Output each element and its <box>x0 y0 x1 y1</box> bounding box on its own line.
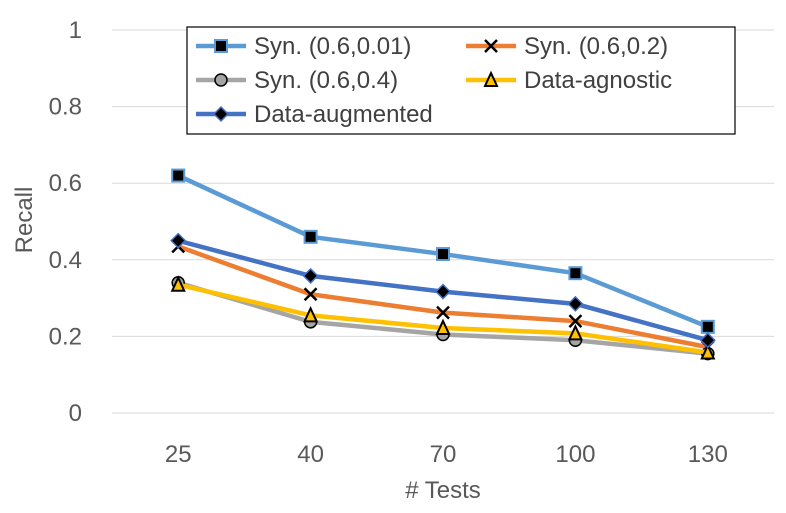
data-point <box>170 232 187 249</box>
x-axis-ticks: 25 40 70 100 130 <box>165 441 728 468</box>
data-point <box>303 305 319 323</box>
x-tick-label: 40 <box>297 441 324 468</box>
data-point <box>171 168 186 183</box>
legend-item: Data-augmented <box>196 101 433 128</box>
y-tick-label: 0.2 <box>49 323 82 350</box>
data-point <box>303 229 318 244</box>
y-tick-label: 0 <box>69 400 82 427</box>
y-tick-label: 0.8 <box>49 94 82 121</box>
series-3 <box>170 275 716 360</box>
data-point <box>302 267 319 284</box>
legend-label: Data-augmented <box>254 101 433 128</box>
data-point <box>170 275 186 292</box>
y-tick-label: 1 <box>69 17 82 44</box>
data-point <box>568 314 583 328</box>
data-point <box>435 318 451 335</box>
series-0 <box>171 168 715 334</box>
legend-label: Data-agnostic <box>524 67 672 94</box>
x-axis-title: # Tests <box>405 477 481 504</box>
y-axis-ticks: 0 0.2 0.4 0.6 0.8 1 <box>49 17 82 427</box>
data-point <box>567 323 583 341</box>
legend-label: Syn. (0.6,0.2) <box>524 33 668 60</box>
x-tick-label: 25 <box>165 441 192 468</box>
x-tick-label: 70 <box>430 441 457 468</box>
series-lines <box>170 168 716 361</box>
y-tick-label: 0.6 <box>49 170 82 197</box>
legend: Syn. (0.6,0.01) Syn. (0.6,0.2) Syn. (0.6,0… <box>186 26 736 135</box>
data-point <box>303 287 318 302</box>
legend-item: Data-agnostic <box>466 67 672 94</box>
data-point <box>436 305 450 320</box>
legend-item: Syn. (0.6,0.2) <box>466 33 668 60</box>
data-point <box>700 319 715 334</box>
y-axis-title: Recall <box>11 187 38 254</box>
legend-label: Syn. (0.6,0.4) <box>254 67 398 94</box>
legend-item: Syn. (0.6,0.4) <box>196 67 398 94</box>
x-tick-label: 100 <box>555 441 595 468</box>
data-point <box>434 283 452 300</box>
data-point <box>567 295 584 312</box>
legend-label: Syn. (0.6,0.01) <box>254 33 411 60</box>
legend-box <box>186 26 736 135</box>
data-point <box>699 332 716 349</box>
y-tick-label: 0.4 <box>49 247 82 274</box>
series-4 <box>170 232 716 349</box>
legend-item: Syn. (0.6,0.01) <box>196 33 411 60</box>
data-point <box>436 247 450 262</box>
data-point <box>568 266 583 281</box>
data-point <box>700 343 716 360</box>
x-tick-label: 130 <box>688 441 728 468</box>
